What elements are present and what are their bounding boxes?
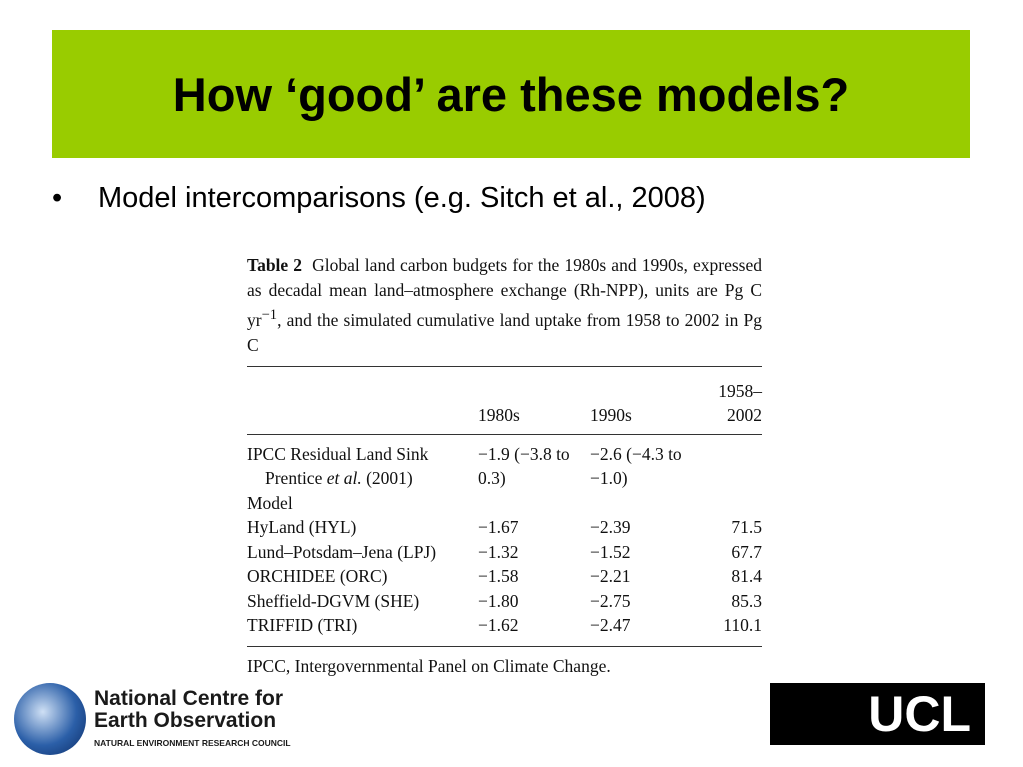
cell: 85.3	[731, 590, 762, 611]
row-name: Lund–Potsdam–Jena (LPJ)	[247, 540, 478, 565]
empty-cell	[590, 491, 702, 516]
cell: −2.39	[590, 517, 631, 538]
table-row: Sheffield-DGVM (SHE) −1.80 −2.75 85.3	[247, 589, 762, 614]
table-row: ORCHIDEE (ORC) −1.58 −2.21 81.4	[247, 564, 762, 589]
bullet-text: Model intercomparisons (e.g. Sitch et al…	[98, 182, 706, 214]
empty-cell	[478, 491, 590, 516]
caption: Table 2 Global land carbon budgets for th…	[247, 253, 762, 358]
cell: −1.32	[478, 541, 519, 562]
note-part: Prentice	[265, 468, 327, 489]
ucl-logo: UCL	[770, 683, 985, 745]
logo-line: Earth Observation	[94, 709, 277, 732]
note-part: et al.	[326, 468, 362, 489]
table-row: Model	[247, 491, 762, 516]
nceo-text: National Centre for Earth Observation NA…	[94, 687, 291, 749]
table: 1980s 1990s 1958–2002 IPCC Residual Land S…	[247, 366, 762, 647]
table-row: HyLand (HYL) −1.67 −2.39 71.5	[247, 515, 762, 540]
cell: −1.62	[478, 615, 519, 636]
row-note: Prentice et al. (2001)	[247, 466, 478, 491]
cell: −2.21	[590, 566, 631, 587]
footnote: IPCC, Intergovernmental Panel on Climate…	[247, 655, 611, 676]
row-label: Lund–Potsdam–Jena (LPJ)	[247, 541, 437, 562]
row-name: Model	[247, 491, 478, 516]
cell: −2.47	[590, 615, 631, 636]
row-name: IPCC Residual Land Sink Prentice et al. (…	[247, 434, 478, 491]
table-row: IPCC Residual Land Sink Prentice et al. (…	[247, 434, 762, 491]
logo-line: NATURAL ENVIRONMENT RESEARCH COUNCIL	[94, 738, 291, 748]
caption-sup: −1	[261, 307, 278, 323]
col-header: 1990s	[590, 405, 632, 426]
row-name: TRIFFID (TRI)	[247, 613, 478, 646]
cell: −1.58	[478, 566, 519, 587]
col-header: 1980s	[478, 405, 520, 426]
caption-text: Global land carbon budgets for the 1980s…	[247, 255, 763, 330]
nceo-logo	[14, 683, 86, 755]
cell: −2.75	[590, 590, 631, 611]
logo-line: National Centre for	[94, 687, 284, 710]
cell: −1.67	[478, 517, 519, 538]
row-label: Model	[247, 492, 293, 513]
empty-cell	[702, 434, 762, 491]
row-name: ORCHIDEE (ORC)	[247, 564, 478, 589]
row-label: TRIFFID (TRI)	[247, 615, 358, 636]
cell: 71.5	[731, 517, 762, 538]
cell: −1.9 (−3.8 to 0.3)	[478, 443, 570, 489]
row-label: IPCC Residual Land Sink	[247, 443, 429, 464]
title-bar: How ‘good’ are these models?	[52, 30, 970, 158]
cell: 81.4	[731, 566, 762, 587]
row-label: HyLand (HYL)	[247, 517, 357, 538]
cell: −1.80	[478, 590, 519, 611]
table-label: Table 2	[247, 255, 303, 275]
cell: 67.7	[731, 541, 762, 562]
cell: −1.52	[590, 541, 631, 562]
row-name: HyLand (HYL)	[247, 515, 478, 540]
cell: 110.1	[723, 615, 762, 636]
title: How ‘good’ are these models?	[172, 67, 850, 121]
table-figure: Table 2 Global land carbon budgets for th…	[247, 253, 762, 677]
cell: −2.6 (−4.3 to −1.0)	[590, 443, 682, 489]
table-row: Lund–Potsdam–Jena (LPJ) −1.32 −1.52 67.7	[247, 540, 762, 565]
caption-text: , and the simulated cumulative land upta…	[247, 309, 762, 355]
row-label: Sheffield-DGVM (SHE)	[247, 590, 420, 611]
row-label: ORCHIDEE (ORC)	[247, 566, 388, 587]
empty-cell	[702, 491, 762, 516]
table-row: TRIFFID (TRI) −1.62 −2.47 110.1	[247, 613, 762, 646]
row-name: Sheffield-DGVM (SHE)	[247, 589, 478, 614]
note-part: (2001)	[361, 468, 413, 489]
header-row: 1980s 1990s 1958–2002	[247, 366, 762, 434]
ucl-text: UCL	[868, 686, 971, 742]
col-header: 1958–2002	[718, 380, 762, 426]
bullet: • Model intercomparisons (e.g. Sitch et a…	[52, 182, 706, 214]
